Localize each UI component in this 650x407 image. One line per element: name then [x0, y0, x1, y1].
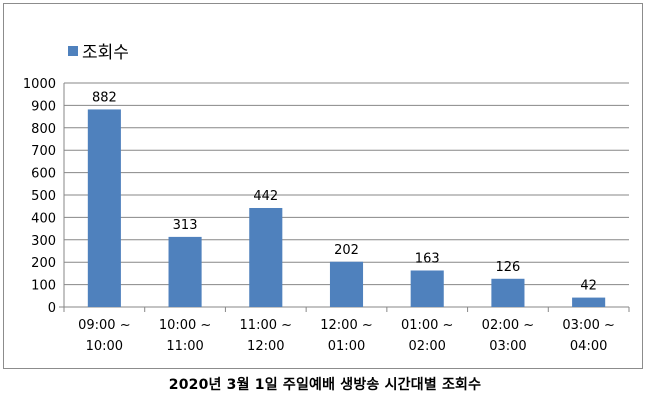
legend: 조회수	[68, 38, 129, 63]
bar	[249, 207, 283, 307]
y-tick-label: 800	[31, 122, 56, 137]
y-tick-label: 100	[31, 279, 56, 294]
x-tick-label: 12:00 ~	[320, 318, 373, 333]
x-tick-label: 01:00 ~	[401, 318, 454, 333]
data-label: 42	[580, 279, 597, 294]
bar-chart: 0 100 200 300 400 500 600 700 800 900 1000 882 09:00…	[23, 77, 630, 354]
bar	[168, 236, 202, 307]
bar	[572, 297, 606, 307]
legend-label: 조회수	[82, 43, 129, 63]
y-tick-label: 1000	[23, 77, 56, 92]
chart-frame: 0 100 200 300 400 500 600 700 800 900 1000 882 09:00…	[3, 3, 643, 369]
y-tick-label: 0	[48, 301, 56, 316]
x-tick-label: 12:00	[247, 339, 284, 354]
x-tick-label: 01:00	[328, 339, 365, 354]
x-tick-label: 10:00	[86, 339, 123, 354]
x-tick-label: 02:00 ~	[482, 318, 535, 333]
bar	[410, 270, 444, 307]
y-tick-label: 600	[31, 167, 56, 182]
y-tick-label: 500	[31, 189, 56, 204]
y-tick-label: 300	[31, 234, 56, 249]
chart-caption: 2020년 3월 1일 주일예배 생방송 시간대별 조회수	[168, 377, 482, 393]
x-tick-label: 11:00 ~	[240, 318, 293, 333]
y-tick-label: 400	[31, 211, 56, 226]
data-label: 126	[496, 260, 521, 275]
bar	[87, 109, 121, 307]
x-tick-label: 02:00	[408, 339, 445, 354]
x-tick-label: 09:00 ~	[78, 318, 131, 333]
data-label: 202	[334, 243, 359, 258]
data-label: 313	[173, 218, 198, 233]
x-tick-label: 10:00 ~	[159, 318, 212, 333]
y-tick-label: 200	[31, 256, 56, 271]
x-tick-label: 03:00	[489, 339, 526, 354]
y-tick-label: 700	[31, 144, 56, 159]
data-label: 442	[253, 189, 278, 204]
y-tick-label: 900	[31, 99, 56, 114]
bar	[329, 261, 364, 307]
x-tick-label: 03:00 ~	[562, 318, 615, 333]
legend-swatch	[68, 45, 78, 56]
data-label: 163	[415, 251, 440, 266]
x-tick-label: 04:00	[570, 339, 607, 354]
x-tick-label: 11:00	[166, 339, 203, 354]
data-label: 882	[92, 90, 117, 105]
bar	[491, 278, 525, 307]
